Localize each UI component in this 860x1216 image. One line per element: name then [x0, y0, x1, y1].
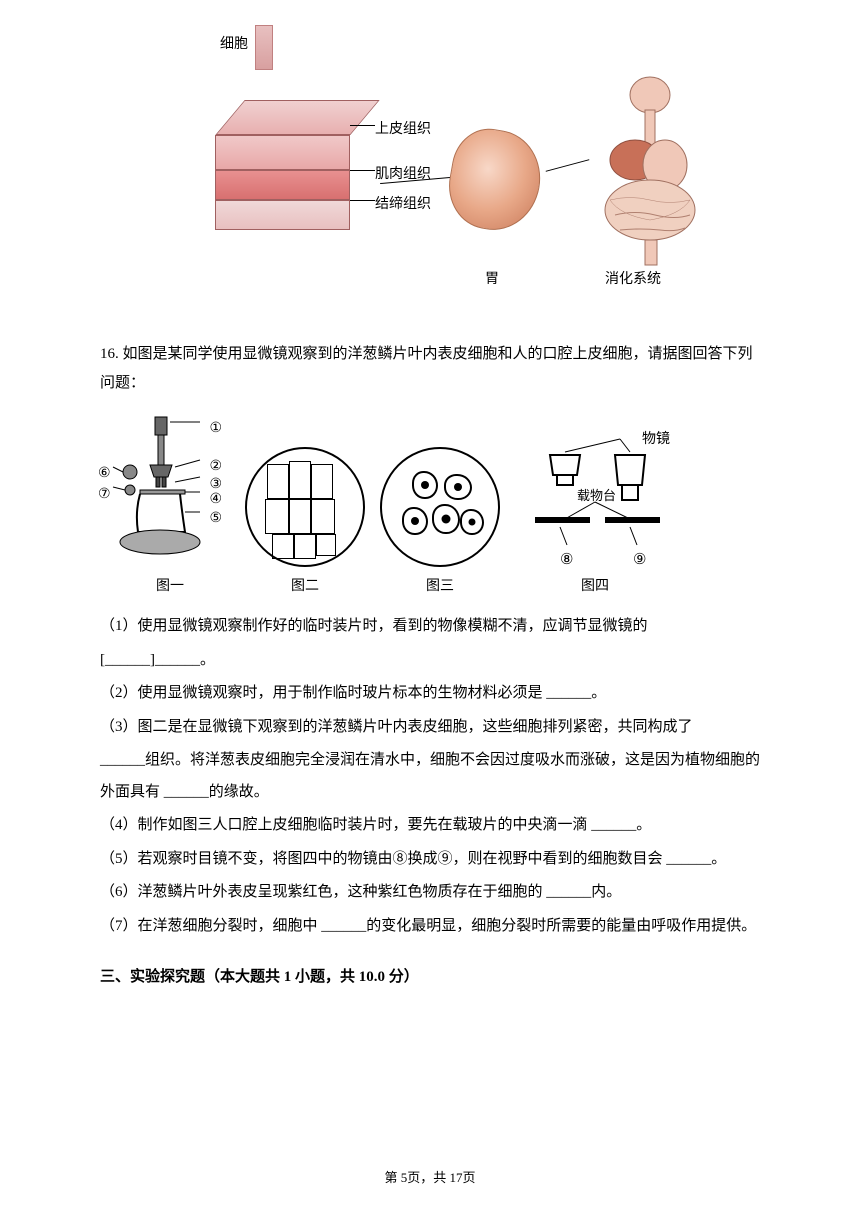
stomach-shape: [442, 123, 548, 237]
q16-5c: 。: [711, 851, 726, 867]
num7: ⑦: [98, 480, 111, 509]
q16-6-blank: ______: [546, 884, 591, 900]
stomach-label: 胃: [485, 265, 499, 294]
q16-3: （3）图二是在显微镜下观察到的洋葱鳞片叶内表皮细胞，这些细胞排列紧密，共同构成了: [100, 712, 760, 744]
q16-4-blank: ______: [591, 817, 636, 833]
num8: ⑧: [560, 545, 573, 577]
fig3-caption: 图三: [380, 572, 500, 601]
q16-3a: （3）图二是在显微镜下观察到的洋葱鳞片叶内表皮细胞，这些细胞排列紧密，共同构成了: [100, 719, 693, 735]
q16-2a: （2）使用显微镜观察时，用于制作临时玻片标本的生物材料必须是: [100, 685, 546, 701]
fig2-block: 图二: [245, 447, 365, 601]
q16-2c: 。: [591, 685, 606, 701]
footer-mid: 页，共: [407, 1170, 449, 1185]
q16-1-blank: ______: [155, 652, 200, 668]
fig2-caption: 图二: [245, 572, 365, 601]
q16-6: （6）洋葱鳞片叶外表皮呈现紫红色，这种紫红色物质存在于细胞的 ______内。: [100, 877, 760, 909]
q16-2: （2）使用显微镜观察时，用于制作临时玻片标本的生物材料必须是 ______。: [100, 678, 760, 710]
fig4-block: 物镜 载物台 ⑧ ⑨ 图四: [515, 427, 675, 601]
cube-front: [215, 135, 350, 230]
connective-layer: [215, 200, 350, 230]
q16-4: （4）制作如图三人口腔上皮细胞临时装片时，要先在载玻片的中央滴一滴 ______…: [100, 810, 760, 842]
epithelial-label: 上皮组织: [375, 115, 431, 144]
num1: ①: [209, 414, 222, 443]
cell-label: 细胞: [220, 30, 248, 59]
q16-7a: （7）在洋葱细胞分裂时，细胞中: [100, 918, 321, 934]
line: [350, 200, 375, 201]
q16-4c: 。: [636, 817, 651, 833]
q16-intro: 16. 如图是某同学使用显微镜观察到的洋葱鳞片叶内表皮细胞和人的口腔上皮细胞，请…: [100, 340, 760, 397]
q16-3-blank1: ______: [100, 752, 145, 768]
footer-prefix: 第: [384, 1170, 400, 1185]
cheek-cells-view: [380, 447, 500, 567]
fig4-caption: 图四: [515, 572, 675, 601]
objective-lens-diagram: 物镜 载物台 ⑧ ⑨: [515, 427, 675, 567]
q16-5a: （5）若观察时目镜不变，将图四中的物镜由⑧换成⑨，则在视野中看到的细胞数目会: [100, 851, 666, 867]
q16-5-blank: ______: [666, 851, 711, 867]
digestive-system-illustration: [580, 70, 720, 270]
q16-1: （1）使用显微镜观察制作好的临时装片时，看到的物像模糊不清，应调节显微镜的: [100, 611, 760, 643]
q16-6a: （6）洋葱鳞片叶外表皮呈现紫红色，这种紫红色物质存在于细胞的: [100, 884, 546, 900]
q16-5: （5）若观察时目镜不变，将图四中的物镜由⑧换成⑨，则在视野中看到的细胞数目会 _…: [100, 844, 760, 876]
digestive-svg: [580, 70, 720, 270]
figure-row: ① ② ③ ④ ⑤ ⑥ ⑦ 图一 图二: [110, 412, 760, 601]
cell-illustration: [255, 25, 273, 70]
stomach-illustration: [450, 130, 550, 250]
microscope-diagram: ① ② ③ ④ ⑤ ⑥ ⑦: [110, 412, 230, 567]
q16-2-blank: ______: [546, 685, 591, 701]
onion-cells-view: [245, 447, 365, 567]
q16-3-blank2: ______: [164, 784, 209, 800]
q16-3b: ______组织。将洋葱表皮细胞完全浸润在清水中，细胞不会因过度吸水而涨破，这是…: [100, 745, 760, 808]
page-footer: 第 5页，共 17页: [0, 1164, 860, 1191]
muscle-layer: [215, 170, 350, 200]
cube-top: [215, 100, 379, 135]
fig1-caption: 图一: [110, 572, 230, 601]
num9: ⑨: [633, 545, 646, 577]
fig3-block: 图三: [380, 447, 500, 601]
q16-7-blank: ______: [321, 918, 366, 934]
system-label: 消化系统: [605, 265, 661, 294]
connective-label: 结缔组织: [375, 190, 431, 219]
q16-1-bracket: [______]: [100, 652, 155, 668]
line: [350, 170, 375, 171]
num5: ⑤: [209, 504, 222, 533]
footer-total: 17: [450, 1170, 463, 1185]
stage-label: 载物台: [577, 482, 616, 509]
q16-1-text: （1）使用显微镜观察制作好的临时装片时，看到的物像模糊不清，应调节显微镜的: [100, 618, 648, 634]
muscle-label: 肌肉组织: [375, 160, 431, 189]
section-3-header: 三、实验探究题（本大题共 1 小题，共 10.0 分）: [100, 962, 760, 994]
q16-7: （7）在洋葱细胞分裂时，细胞中 ______的变化最明显，细胞分裂时所需要的能量…: [100, 911, 760, 943]
q16-1b: [______]______。: [100, 645, 760, 677]
tissue-organ-diagram: 细胞 上皮组织 肌肉组织 结缔组织 胃 消化系统: [160, 30, 760, 310]
q16-6c: 内。: [591, 884, 621, 900]
q16-4a: （4）制作如图三人口腔上皮细胞临时装片时，要先在载玻片的中央滴一滴: [100, 817, 591, 833]
line: [350, 125, 375, 126]
q16-7c: 的变化最明显，细胞分裂时所需要的能量由呼吸作用提供。: [366, 918, 756, 934]
footer-suffix: 页: [463, 1170, 476, 1185]
epithelial-layer: [215, 135, 350, 170]
q16-3e: 的缘故。: [209, 784, 269, 800]
fig1-block: ① ② ③ ④ ⑤ ⑥ ⑦ 图一: [110, 412, 230, 601]
tissue-cube: [215, 100, 375, 230]
q16-1-end: 。: [200, 652, 215, 668]
